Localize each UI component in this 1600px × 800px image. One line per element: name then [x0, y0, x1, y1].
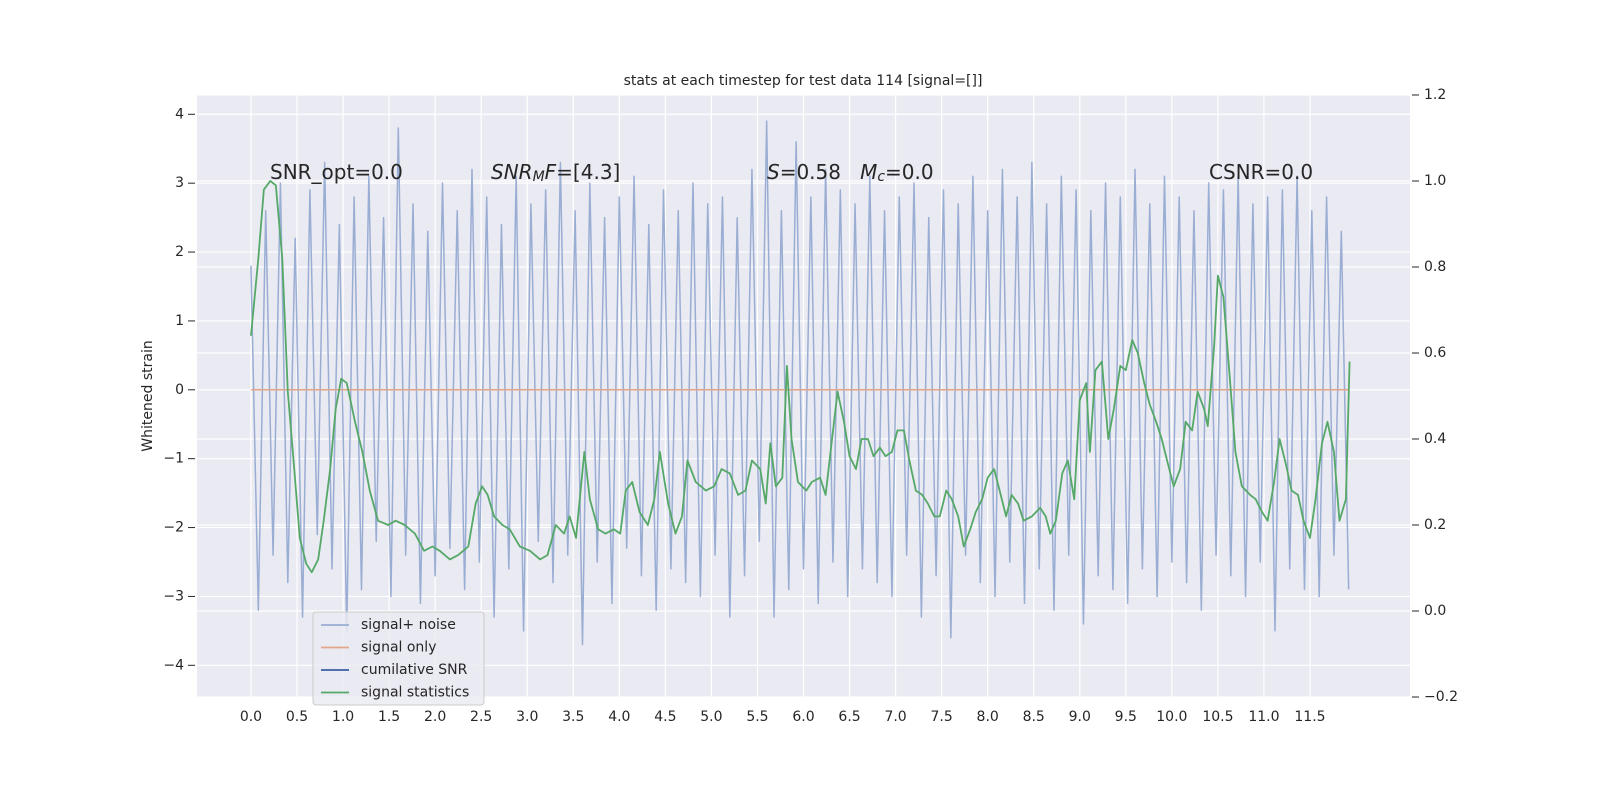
annotation-part: F — [545, 160, 557, 184]
x-tick-label: 8.5 — [1023, 709, 1045, 725]
annotation: SNRMF=[4.3] — [491, 160, 620, 185]
legend-box — [312, 611, 485, 706]
annotation-part: =[4.3] — [556, 160, 620, 184]
annotation-part: M — [533, 169, 545, 185]
x-tick-label: 4.5 — [654, 709, 676, 725]
annotation: SNR_opt=0.0 — [270, 160, 403, 184]
y2-tick-label: 0.8 — [1424, 259, 1446, 275]
x-tick-label: 7.0 — [884, 709, 906, 725]
x-tick-label: 7.5 — [931, 709, 953, 725]
y2-tick-label: 0.2 — [1424, 517, 1446, 533]
y2-tick-label: 0.0 — [1424, 603, 1446, 619]
legend-label: signal+ noise — [361, 617, 456, 633]
annotation: S=0.58 Mc=0.0 — [767, 160, 934, 185]
legend: signal+ noise signal only cumilative SNR si… — [312, 611, 485, 706]
y2-tick-label: 0.4 — [1424, 431, 1446, 447]
y2-tick-label: −0.2 — [1424, 689, 1458, 705]
x-tick-label: 6.0 — [792, 709, 814, 725]
y-tick-label: 2 — [175, 244, 184, 260]
series-line — [250, 120, 1350, 646]
x-tick-label: 5.5 — [746, 709, 768, 725]
x-tick-label: 9.0 — [1069, 709, 1091, 725]
annotation-part: =0.0 — [885, 160, 934, 184]
y2-tick-label: 1.2 — [1424, 87, 1446, 103]
x-tick-label: 2.5 — [470, 709, 492, 725]
legend-label: signal only — [361, 640, 436, 656]
y-tick-label: 4 — [175, 106, 184, 122]
grid — [197, 94, 1410, 698]
y2-tick-label: 1.0 — [1424, 173, 1446, 189]
annotation-part: M — [860, 160, 877, 184]
annotation-part: SNR_opt=0.0 — [270, 160, 403, 184]
x-tick-label: 5.0 — [700, 709, 722, 725]
x-tick-label: 9.5 — [1115, 709, 1137, 725]
marks — [250, 120, 1351, 646]
y-tick-label: −4 — [163, 657, 184, 673]
x-tick-label: 0.0 — [240, 709, 262, 725]
y-tick-label: −3 — [163, 588, 184, 604]
y-tick-label: 1 — [175, 313, 184, 329]
x-tick-label: 10.0 — [1156, 709, 1187, 725]
legend-label: cumilative SNR — [361, 662, 468, 678]
x-tick-label: 0.5 — [286, 709, 308, 725]
chart-title: stats at each timestep for test data 114… — [624, 73, 983, 89]
x-tick-label: 3.5 — [562, 709, 584, 725]
x-tick-label: 10.5 — [1202, 709, 1233, 725]
y-axis-label: Whitened strain — [140, 340, 156, 451]
annotation: CSNR=0.0 — [1209, 160, 1313, 184]
x-tick-label: 1.5 — [378, 709, 400, 725]
y-tick-label: −2 — [163, 520, 184, 536]
x-tick-label: 6.5 — [838, 709, 860, 725]
annotation-part: CSNR=0.0 — [1209, 160, 1313, 184]
series-line — [250, 180, 1351, 574]
y-tick-label: 0 — [175, 382, 184, 398]
annotation-part: SNR — [491, 160, 533, 184]
y2-tick-label: 0.6 — [1424, 345, 1446, 361]
y-tick-label: −1 — [163, 451, 184, 467]
legend-label: signal statistics — [361, 685, 469, 701]
x-tick-label: 8.0 — [977, 709, 999, 725]
annotation-part: S — [767, 160, 780, 184]
x-tick-label: 1.0 — [332, 709, 354, 725]
x-tick-label: 11.0 — [1248, 709, 1279, 725]
annotation-part: =0.58 — [780, 160, 860, 184]
y-tick-label: 3 — [175, 175, 184, 191]
annotation-part: c — [877, 169, 885, 185]
x-tick-label: 4.0 — [608, 709, 630, 725]
x-tick-label: 2.0 — [424, 709, 446, 725]
x-tick-label: 3.0 — [516, 709, 538, 725]
x-tick-label: 11.5 — [1294, 709, 1325, 725]
